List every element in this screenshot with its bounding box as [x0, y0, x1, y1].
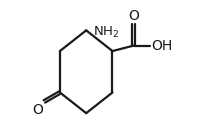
Text: OH: OH [151, 39, 172, 53]
Text: O: O [128, 10, 139, 23]
Text: $\mathregular{NH_2}$: $\mathregular{NH_2}$ [93, 25, 120, 40]
Text: O: O [32, 103, 43, 116]
